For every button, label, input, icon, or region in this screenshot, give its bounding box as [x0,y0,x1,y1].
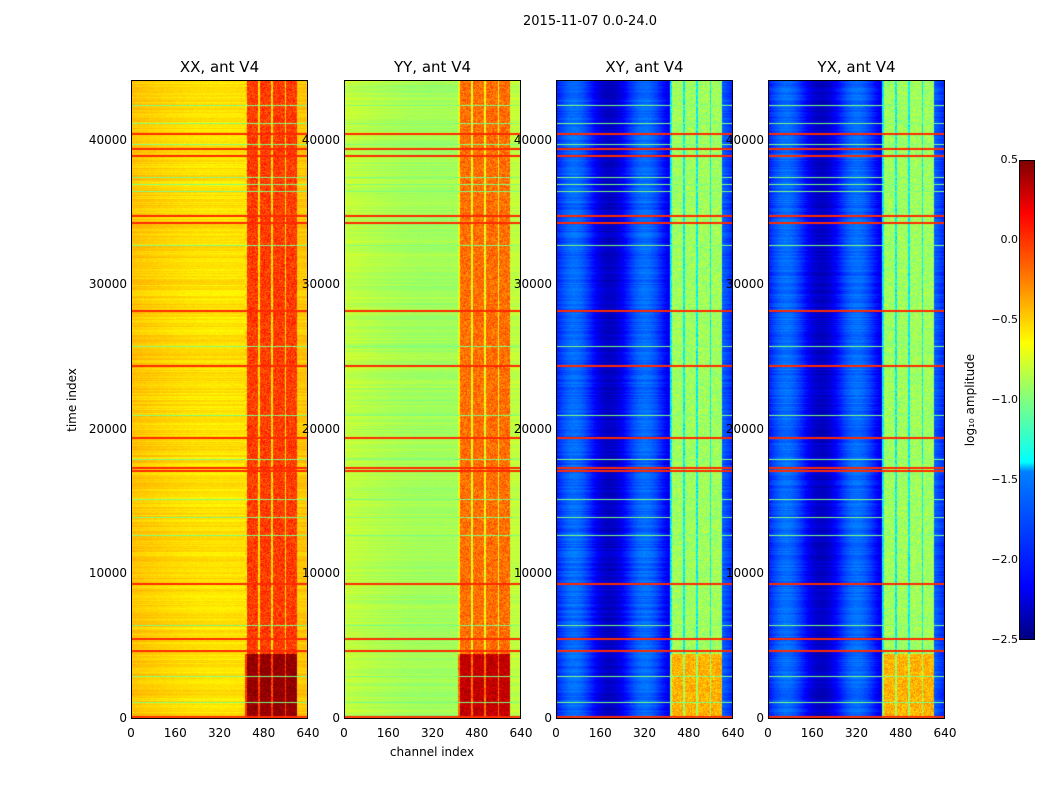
x-tick-label: 480 [252,726,276,740]
figure-title: 2015-11-07 0.0-24.0 [523,14,657,29]
colorbar-tick-label: −2.5 [991,633,1018,646]
heatmap-yx [768,80,945,719]
y-tick-label: 20000 [88,421,127,436]
y-axis-label: time index [65,368,79,432]
x-tick-label: 640 [933,726,957,740]
x-tick-label: 640 [721,726,745,740]
y-tick-label: 10000 [725,566,764,581]
panel-title: YX, ant V4 [817,58,896,76]
colorbar-tick-label: −2.0 [991,553,1018,566]
x-tick-label: 480 [677,726,701,740]
y-tick-label: 20000 [301,421,340,436]
y-tick-label: 20000 [513,421,552,436]
y-tick-label: 30000 [725,277,764,292]
y-tick-label: 30000 [88,277,127,292]
x-tick-label: 0 [127,726,135,740]
x-tick-label: 320 [208,726,231,740]
x-tick-label: 480 [889,726,913,740]
heatmap-yy [344,80,521,719]
y-tick-label: 10000 [513,566,552,581]
x-tick-label: 480 [465,726,489,740]
colorbar-tick-label: −1.5 [991,473,1018,486]
y-tick-label: 10000 [301,566,340,581]
x-tick-label: 640 [296,726,320,740]
heatmap-xy [556,80,733,719]
y-tick-label: 40000 [513,132,552,147]
panel-xy: XY, ant V4 0 160 320 480 640 0 10000 20000 30000… [514,58,745,740]
panel-xx: XX, ant V4 0 160 320 480 640 0 10000 20000 30000… [89,58,320,740]
panel-title: XY, ant V4 [605,58,684,76]
x-tick-label: 160 [588,726,612,740]
x-tick-label: 0 [764,726,772,740]
panel-title: YY, ant V4 [393,58,471,76]
x-tick-label: 320 [845,726,868,740]
colorbar-tick-label: 0.5 [1000,153,1019,166]
colorbar-label: log₁₀ amplitude [963,353,977,447]
x-tick-label: 640 [509,726,533,740]
panel-yy: YY, ant V4 0 160 320 480 640 0 10000 20000 30000… [302,58,533,740]
colorbar-tick-label: −0.5 [991,313,1018,326]
colorbar [1019,160,1035,640]
y-tick-label: 40000 [725,132,764,147]
y-tick-label: 30000 [513,277,552,292]
x-tick-label: 320 [633,726,656,740]
y-tick-label: 30000 [301,277,340,292]
panel-yx: YX, ant V4 0 160 320 480 640 0 10000 20000 30000… [726,58,957,740]
y-tick-label: 40000 [301,132,340,147]
panel-title: XX, ant V4 [179,58,260,76]
colorbar-tick-label: 0.0 [1000,233,1019,246]
y-tick-label: 0 [332,711,340,725]
x-tick-label: 160 [163,726,187,740]
heatmap-xx [131,80,308,719]
x-tick-label: 0 [552,726,560,740]
x-tick-label: 0 [340,726,348,740]
y-tick-label: 0 [119,711,127,725]
x-tick-label: 320 [421,726,444,740]
x-axis-label: channel index [389,745,475,759]
y-tick-label: 0 [756,711,764,725]
x-tick-label: 160 [800,726,824,740]
y-tick-label: 10000 [88,566,127,581]
colorbar-tick-label: −1.0 [991,393,1018,406]
x-tick-label: 160 [376,726,400,740]
y-tick-label: 40000 [88,132,127,147]
y-tick-label: 0 [544,711,552,725]
y-tick-label: 20000 [725,421,764,436]
